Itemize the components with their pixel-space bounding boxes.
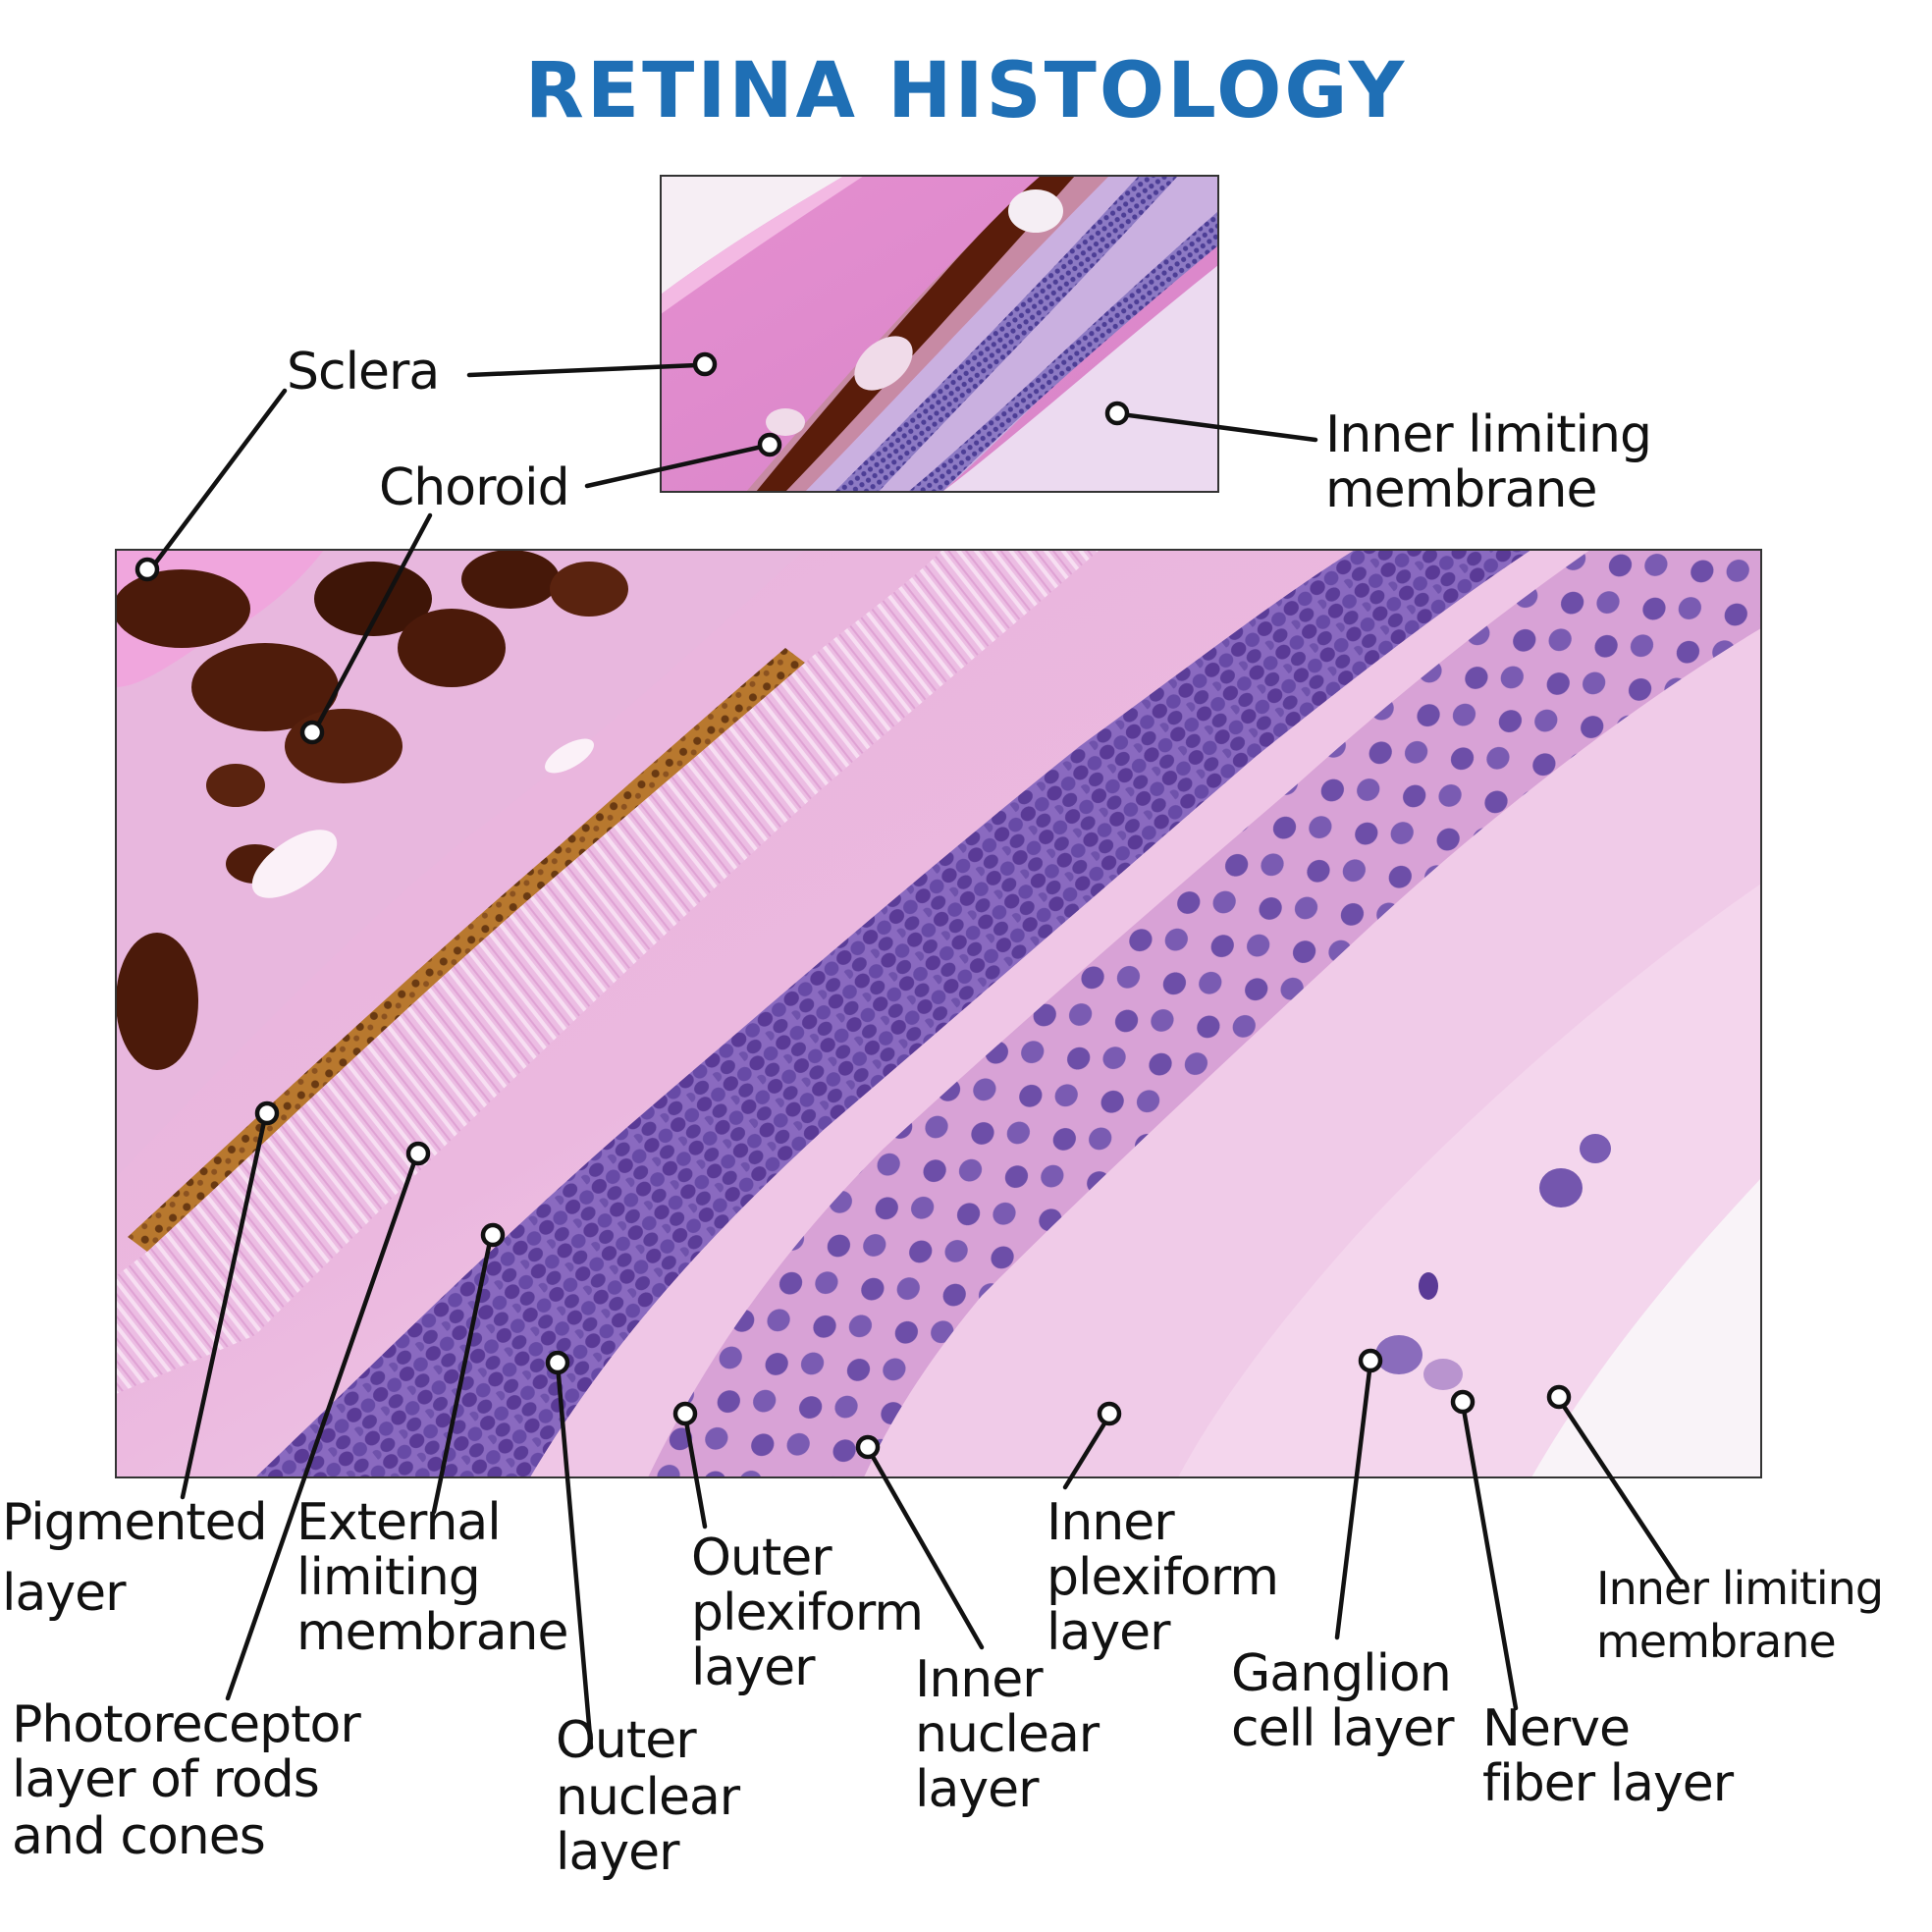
photoreceptor-pointer-dot xyxy=(405,1141,431,1166)
label-external-limiting: External limiting membrane xyxy=(296,1493,568,1662)
detail-micrograph xyxy=(115,549,1762,1478)
choroid-detail-pointer-dot xyxy=(299,720,325,745)
choroid-pigment xyxy=(116,550,628,1070)
label-ganglion: Ganglion cell layer xyxy=(1231,1644,1466,1758)
photoreceptor-band xyxy=(116,550,1100,1394)
outer-plexiform-pointer-dot xyxy=(672,1401,698,1426)
labels: Sclera Choroid Inner limiting membrane P… xyxy=(2,343,1899,1882)
label-pigmented: Pigmented layer xyxy=(2,1493,282,1623)
inner-plexiform-pointer-dot xyxy=(1097,1401,1122,1426)
outer-nuclear-band xyxy=(255,550,1531,1477)
label-outer-nuclear: Outer nuclear layer xyxy=(556,1711,755,1882)
leader-lines xyxy=(149,362,1684,1750)
label-inner-nuclear: Inner nuclear layer xyxy=(915,1650,1114,1819)
label-inner-limiting-top: Inner limiting membrane xyxy=(1325,405,1666,519)
external-limiting-pointer-dot xyxy=(480,1222,506,1248)
label-inner-limiting-bottom: Inner limiting membrane xyxy=(1596,1558,1899,1668)
inner-limiting-bottom-pointer-dot xyxy=(1546,1384,1572,1410)
pigment-epithelium-band xyxy=(128,648,805,1252)
pigmented-pointer-dot xyxy=(254,1100,280,1126)
inner-nuclear-pointer-dot xyxy=(855,1434,881,1460)
label-photoreceptor: Photoreceptor layer of rods and cones xyxy=(12,1695,375,1866)
label-inner-plexiform: Inner plexiform layer xyxy=(1046,1493,1294,1662)
page-title: RETINA HISTOLOGY xyxy=(524,47,1408,135)
pointer-dots xyxy=(134,351,1572,1460)
label-sclera: Sclera xyxy=(287,343,439,402)
choroid-pointer-dot xyxy=(757,432,782,457)
ganglion-pointer-dot xyxy=(1358,1348,1383,1373)
outer-nuclear-pointer-dot xyxy=(545,1350,570,1375)
nerve-fiber-pointer-dot xyxy=(1450,1389,1476,1415)
label-outer-plexiform: Outer plexiform layer xyxy=(691,1529,939,1697)
label-choroid: Choroid xyxy=(379,458,569,517)
label-nerve-fiber: Nerve fiber layer xyxy=(1482,1699,1735,1813)
inner-limiting-top-pointer-dot xyxy=(1104,401,1130,426)
sclera-pointer-dot xyxy=(692,351,718,377)
overview-micrograph xyxy=(660,175,1219,493)
inner-nuclear-band xyxy=(648,550,1761,1477)
sclera-detail-pointer-dot xyxy=(134,557,160,582)
